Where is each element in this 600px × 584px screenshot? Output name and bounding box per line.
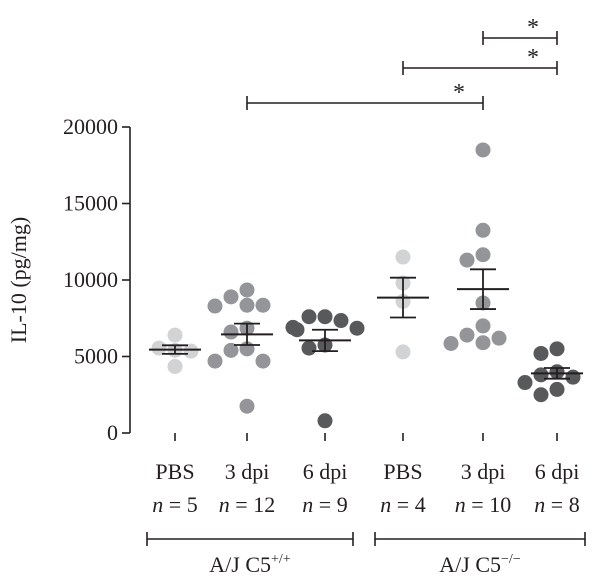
data-point-g1-3 xyxy=(207,298,223,314)
data-point-g1-9 xyxy=(255,353,271,369)
significance-brackets: * * * xyxy=(246,15,558,110)
y-tick-label-4: 20000 xyxy=(63,114,118,139)
group-n-5: n = 8 xyxy=(534,492,579,517)
data-point-g4-5 xyxy=(475,318,491,334)
x-axis xyxy=(174,433,558,441)
data-point-g5-3 xyxy=(533,367,549,383)
group-label-0: PBS xyxy=(155,459,194,484)
data-point-g4-0 xyxy=(475,142,491,158)
data-point-g0-1 xyxy=(151,340,167,356)
strain-label-1: A/J C5−/− xyxy=(439,552,521,577)
data-point-g1-4 xyxy=(255,297,271,313)
data-point-g1-6 xyxy=(223,324,239,340)
group-n-1: n = 12 xyxy=(219,492,275,517)
data-point-g1-1 xyxy=(223,289,239,305)
data-point-g1-10 xyxy=(207,353,223,369)
data-point-g3-3 xyxy=(395,344,411,360)
group-label-3: PBS xyxy=(383,459,422,484)
data-point-g1-8 xyxy=(223,342,239,358)
data-point-g5-7 xyxy=(533,387,549,403)
group-labels: PBS n = 5 3 dpi n = 12 6 dpi n = 9 PBS n = 4 3 d… xyxy=(152,459,579,517)
data-point-g2-2 xyxy=(333,313,349,329)
sig-star-0: * xyxy=(453,80,465,106)
data-point-g1-2 xyxy=(239,297,255,313)
group-n-4: n = 10 xyxy=(455,492,511,517)
y-tick-label-1: 5000 xyxy=(74,344,118,369)
data-point-g5-1 xyxy=(533,345,549,361)
group-label-5: 6 dpi xyxy=(535,459,580,484)
data-point-g4-3 xyxy=(459,252,475,268)
sig-star-2: * xyxy=(527,15,539,41)
data-point-g4-7 xyxy=(491,330,507,346)
data-point-g5-6 xyxy=(549,381,565,397)
y-axis-label: IL-10 (pg/mg) xyxy=(6,217,31,343)
data-point-g2-0 xyxy=(317,309,333,325)
strain-labels: A/J C5+/+ A/J C5−/− xyxy=(146,532,586,577)
data-point-g5-4 xyxy=(565,369,581,385)
y-axis: IL-10 (pg/mg) 0 5000 10000 15000 20000 xyxy=(6,114,131,445)
group-label-4: 3 dpi xyxy=(461,459,506,484)
group-n-0: n = 5 xyxy=(152,492,197,517)
group-n-3: n = 4 xyxy=(380,492,425,517)
data-point-g2-1 xyxy=(301,309,317,325)
data-point-g0-0 xyxy=(167,327,183,343)
data-point-g0-4 xyxy=(167,358,183,374)
y-tick-label-2: 10000 xyxy=(63,267,118,292)
data-point-g2-4 xyxy=(349,320,365,336)
data-point-g5-0 xyxy=(549,341,565,357)
data-point-g3-0 xyxy=(395,249,411,265)
data-point-g2-5 xyxy=(289,322,305,338)
group-label-1: 3 dpi xyxy=(225,459,270,484)
data-point-g1-11 xyxy=(239,398,255,414)
y-tick-label-3: 15000 xyxy=(63,191,118,216)
data-point-g4-2 xyxy=(475,247,491,263)
data-point-g1-0 xyxy=(239,282,255,298)
mean-sem-bars xyxy=(149,268,583,380)
strain-label-0: A/J C5+/+ xyxy=(209,552,291,577)
group-label-2: 6 dpi xyxy=(303,459,348,484)
data-point-g2-7 xyxy=(301,340,317,356)
data-point-g0-3 xyxy=(183,343,199,359)
data-point-g4-9 xyxy=(443,335,459,351)
group-n-2: n = 9 xyxy=(302,492,347,517)
y-tick-label-0: 0 xyxy=(107,420,118,445)
data-point-g5-5 xyxy=(517,375,533,391)
data-points xyxy=(151,142,581,429)
sig-star-1: * xyxy=(527,45,539,71)
data-point-g4-6 xyxy=(459,327,475,343)
data-point-g2-8 xyxy=(317,413,333,429)
data-point-g4-1 xyxy=(475,222,491,238)
data-point-g4-8 xyxy=(475,335,491,351)
